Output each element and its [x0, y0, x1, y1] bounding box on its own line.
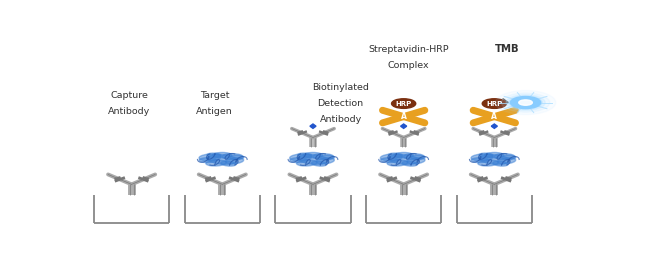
Ellipse shape [298, 154, 328, 164]
Circle shape [501, 93, 550, 112]
Ellipse shape [387, 160, 408, 166]
Ellipse shape [290, 158, 307, 163]
Ellipse shape [311, 161, 327, 166]
Ellipse shape [229, 155, 244, 159]
Ellipse shape [213, 152, 232, 158]
Circle shape [519, 100, 532, 105]
Text: Detection: Detection [318, 99, 364, 108]
Ellipse shape [380, 158, 398, 163]
Circle shape [506, 95, 545, 110]
Ellipse shape [471, 158, 489, 163]
Text: A: A [400, 112, 407, 121]
Text: TMB: TMB [495, 44, 519, 54]
Ellipse shape [380, 154, 402, 161]
Ellipse shape [199, 158, 217, 163]
Ellipse shape [485, 152, 504, 158]
Ellipse shape [304, 152, 322, 158]
Text: Streptavidin-HRP: Streptavidin-HRP [369, 45, 449, 54]
Ellipse shape [471, 154, 493, 161]
Ellipse shape [411, 155, 425, 159]
Circle shape [482, 99, 506, 108]
Ellipse shape [494, 154, 515, 160]
Ellipse shape [497, 158, 515, 164]
Ellipse shape [222, 154, 243, 160]
Ellipse shape [296, 160, 317, 166]
Ellipse shape [388, 154, 419, 164]
Text: HRP: HRP [395, 101, 412, 107]
Text: Biotinylated: Biotinylated [312, 83, 369, 92]
Ellipse shape [493, 161, 508, 166]
Ellipse shape [207, 154, 238, 164]
Ellipse shape [226, 158, 244, 164]
Text: A: A [491, 112, 497, 121]
Ellipse shape [206, 160, 226, 166]
Text: Antibody: Antibody [320, 115, 362, 124]
Ellipse shape [320, 155, 335, 159]
Ellipse shape [316, 158, 334, 164]
Ellipse shape [221, 161, 236, 166]
Ellipse shape [501, 155, 516, 159]
Ellipse shape [290, 154, 312, 161]
Ellipse shape [479, 154, 510, 164]
Polygon shape [400, 124, 407, 128]
Ellipse shape [394, 152, 413, 158]
Text: Antibody: Antibody [108, 107, 150, 116]
Circle shape [509, 96, 542, 109]
Ellipse shape [404, 154, 424, 160]
Text: Complex: Complex [388, 61, 430, 70]
Polygon shape [310, 124, 316, 128]
Ellipse shape [407, 158, 425, 164]
Circle shape [391, 99, 416, 108]
Text: Capture: Capture [110, 91, 148, 100]
Circle shape [510, 96, 541, 109]
Ellipse shape [313, 154, 333, 160]
Circle shape [495, 90, 556, 115]
Ellipse shape [478, 160, 499, 166]
Polygon shape [491, 124, 497, 128]
Ellipse shape [207, 153, 221, 157]
Text: Antigen: Antigen [196, 107, 233, 116]
Ellipse shape [479, 153, 493, 157]
Text: HRP: HRP [486, 101, 502, 107]
Ellipse shape [388, 153, 402, 157]
Ellipse shape [199, 154, 221, 161]
Ellipse shape [402, 161, 417, 166]
Text: Target: Target [200, 91, 229, 100]
Ellipse shape [298, 153, 312, 157]
